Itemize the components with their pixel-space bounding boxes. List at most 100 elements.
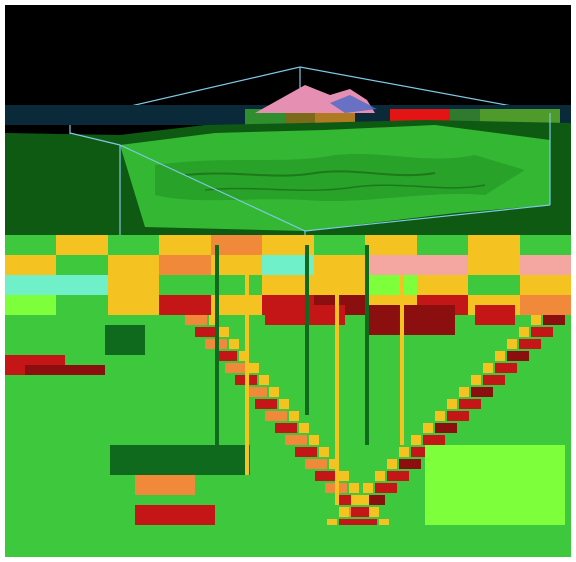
- overlay-stripe: [56, 295, 108, 315]
- valley-band-right: [543, 315, 565, 325]
- overlay-stripe: [365, 235, 417, 255]
- valley-edge: [269, 387, 279, 397]
- overlay-stripe: [56, 235, 108, 255]
- valley-edge: [519, 327, 529, 337]
- glitch-streak: [335, 275, 339, 505]
- overlay-stripe: [468, 235, 520, 255]
- valley-edge: [259, 375, 269, 385]
- valley-edge: [483, 363, 493, 373]
- valley-edge: [507, 339, 517, 349]
- red-patch: [475, 305, 515, 325]
- valley-edge: [327, 519, 337, 529]
- valley-band-left: [295, 447, 317, 457]
- valley-edge: [495, 351, 505, 361]
- overlay-stripe: [108, 235, 160, 255]
- valley-band-right: [507, 351, 529, 361]
- overlay-stripe: [468, 255, 520, 275]
- overlay-stripe: [314, 235, 366, 255]
- overlay-stripe: [5, 295, 57, 315]
- valley-band-right: [351, 507, 373, 517]
- overlay-stripe: [262, 255, 314, 275]
- valley-edge: [209, 315, 219, 325]
- valley-edge: [411, 435, 421, 445]
- render-viewport: [5, 5, 571, 557]
- valley-band-left: [315, 471, 337, 481]
- valley-edge: [399, 447, 409, 457]
- valley-band-left: [285, 435, 307, 445]
- valley-edge: [319, 447, 329, 457]
- left-structure: [110, 445, 250, 475]
- valley-edge: [219, 327, 229, 337]
- overlay-stripe: [108, 275, 160, 295]
- valley-band-right: [339, 519, 361, 529]
- valley-edge: [239, 351, 249, 361]
- glitch-streak: [365, 245, 369, 445]
- valley-edge: [447, 399, 457, 409]
- valley-edge: [351, 495, 361, 505]
- glitch-streak: [305, 245, 309, 415]
- valley-edge: [459, 387, 469, 397]
- left-structure: [25, 365, 105, 375]
- valley-band-left: [215, 351, 237, 361]
- bottom-band: [5, 525, 571, 557]
- overlay-stripe: [159, 275, 211, 295]
- terrain-peak: [255, 85, 377, 113]
- valley-edge: [339, 471, 349, 481]
- overlay-stripe: [314, 275, 366, 295]
- overlay-stripe: [468, 275, 520, 295]
- valley-edge: [229, 339, 239, 349]
- valley-edge: [249, 363, 259, 373]
- valley-edge: [387, 459, 397, 469]
- overlay-stripe: [211, 275, 263, 295]
- overlay-stripe: [520, 295, 571, 315]
- valley-edge: [349, 483, 359, 493]
- valley-edge: [289, 411, 299, 421]
- overlay-stripe: [365, 255, 417, 275]
- valley-band-left: [185, 315, 207, 325]
- overlay-stripe: [5, 235, 57, 255]
- valley-edge: [379, 519, 389, 529]
- red-patch: [365, 305, 455, 335]
- valley-band-left: [355, 519, 377, 529]
- overlay-stripe: [520, 275, 571, 295]
- terrain-scene: [5, 5, 571, 235]
- overlay-stripe: [262, 275, 314, 295]
- overlay-stripe: [417, 235, 469, 255]
- valley-edge: [363, 483, 373, 493]
- overlay-stripe: [314, 255, 366, 275]
- valley-edge: [435, 411, 445, 421]
- valley-band-right: [471, 387, 493, 397]
- valley-band-right: [483, 375, 505, 385]
- valley-edge: [423, 423, 433, 433]
- left-structure: [135, 505, 215, 525]
- overlay-stripe: [159, 255, 211, 275]
- glitch-streak: [400, 275, 404, 445]
- valley-edge: [471, 375, 481, 385]
- overlay-stripe: [5, 255, 57, 275]
- lower-right-region: [425, 445, 565, 535]
- overlay-stripe: [365, 275, 417, 295]
- overlay-stripe: [417, 255, 469, 275]
- valley-band-right: [459, 399, 481, 409]
- glitch-streak: [215, 245, 219, 475]
- valley-band-right: [363, 495, 385, 505]
- terrain-surface: [5, 120, 571, 235]
- valley-edge: [309, 435, 319, 445]
- classification-overlay: [5, 235, 571, 557]
- valley-band-left: [335, 495, 357, 505]
- valley-band-right: [519, 339, 541, 349]
- overlay-stripe: [262, 235, 314, 255]
- valley-band-left: [255, 399, 277, 409]
- valley-band-left: [265, 411, 287, 421]
- valley-band-right: [495, 363, 517, 373]
- valley-edge: [299, 423, 309, 433]
- valley-edge: [359, 495, 369, 505]
- overlay-stripe: [159, 235, 211, 255]
- overlay-stripe: [211, 295, 263, 315]
- valley-band-right: [387, 471, 409, 481]
- overlay-stripe: [520, 255, 571, 275]
- valley-band-right: [399, 459, 421, 469]
- overlay-stripe: [211, 255, 263, 275]
- bounding-box-front: [69, 113, 551, 235]
- overlay-stripe: [211, 235, 263, 255]
